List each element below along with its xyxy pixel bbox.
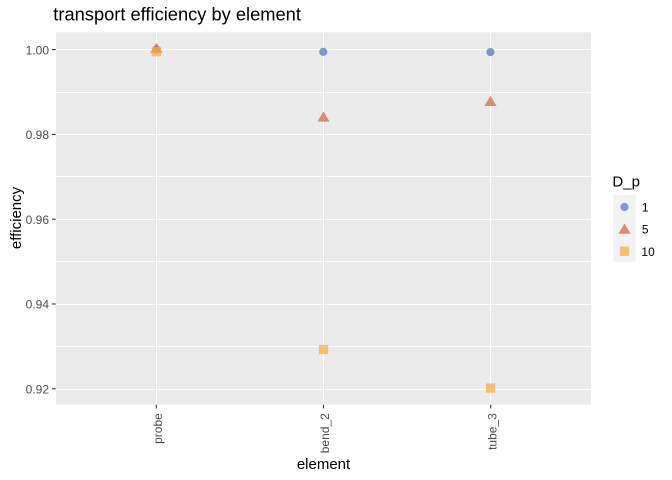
svg-text:5: 5	[642, 223, 649, 237]
svg-text:bend_2: bend_2	[318, 413, 332, 453]
svg-text:transport efficiency by elemen: transport efficiency by element	[53, 3, 301, 24]
svg-text:0.92: 0.92	[26, 383, 50, 397]
svg-text:0.94: 0.94	[26, 298, 50, 312]
svg-text:1: 1	[642, 200, 649, 214]
svg-text:element: element	[297, 456, 351, 473]
svg-text:1.00: 1.00	[26, 43, 50, 57]
svg-text:D_p: D_p	[612, 174, 640, 191]
svg-text:tube_3: tube_3	[485, 413, 499, 450]
svg-text:probe: probe	[151, 413, 165, 444]
svg-text:0.98: 0.98	[26, 128, 50, 142]
svg-text:10: 10	[641, 245, 655, 259]
svg-text:efficiency: efficiency	[8, 186, 25, 249]
svg-text:0.96: 0.96	[26, 213, 50, 227]
